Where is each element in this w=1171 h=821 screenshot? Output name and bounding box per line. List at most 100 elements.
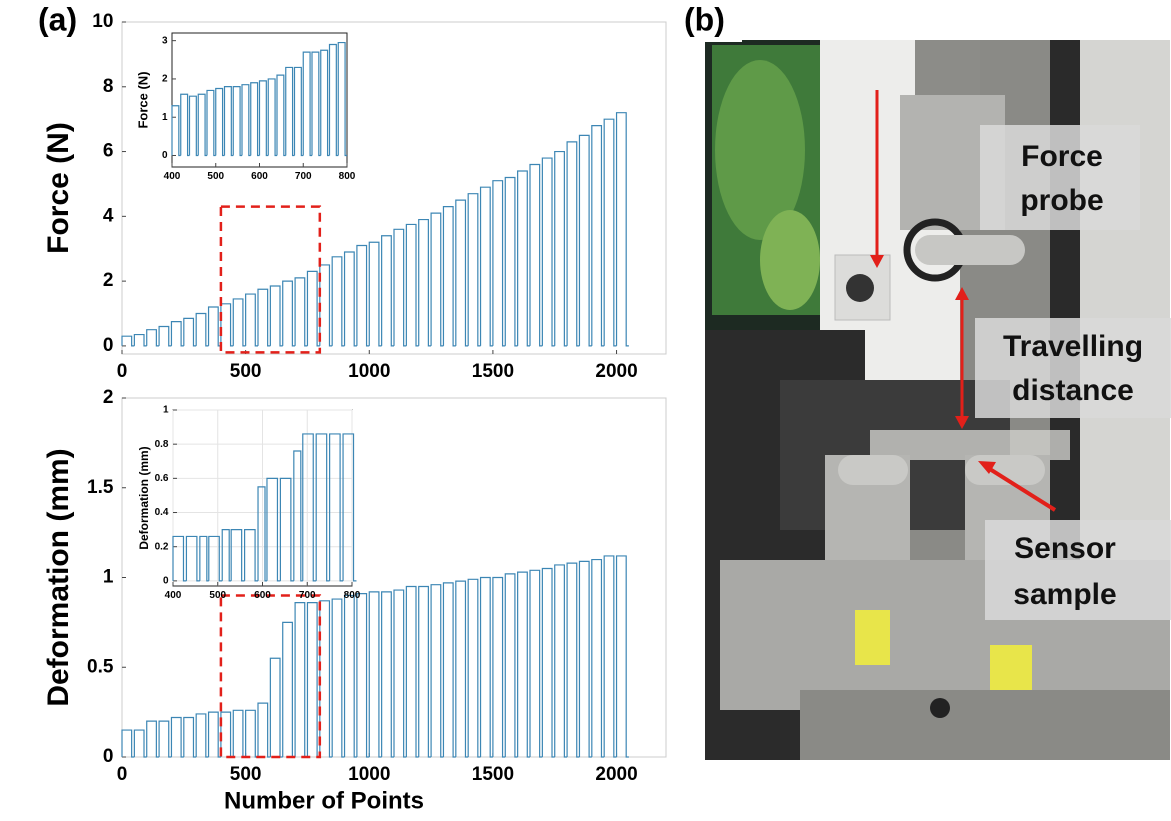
y-tick-label: 1 xyxy=(103,567,114,588)
pulse xyxy=(172,535,187,582)
y-tick-label: 1 xyxy=(162,112,168,123)
pulse xyxy=(215,87,225,157)
zoom-box xyxy=(219,594,322,759)
pulse xyxy=(517,571,530,758)
x-tick-label: 700 xyxy=(299,590,316,601)
zoom-box xyxy=(219,205,322,354)
pulse xyxy=(294,277,308,347)
pulse xyxy=(133,729,147,758)
pulse xyxy=(615,112,629,347)
y-tick-label: 4 xyxy=(103,205,114,226)
pulse xyxy=(258,80,269,157)
pulse xyxy=(393,228,407,347)
callout-text: sample xyxy=(1013,578,1116,611)
callout-text: distance xyxy=(1012,374,1134,407)
pulse xyxy=(492,180,506,347)
pulse xyxy=(430,212,444,347)
pulse xyxy=(267,78,277,157)
pulse xyxy=(504,573,518,758)
pulse xyxy=(492,576,506,758)
pulse xyxy=(232,85,242,157)
pulse xyxy=(455,580,469,758)
pulse xyxy=(285,66,295,157)
pulse xyxy=(146,720,160,758)
pulse xyxy=(368,241,382,347)
pulse xyxy=(328,43,339,157)
x-tick-label: 1000 xyxy=(348,361,390,382)
pulse xyxy=(207,711,221,758)
pulse xyxy=(158,720,172,758)
x-tick-label: 400 xyxy=(164,171,181,182)
pulse xyxy=(356,244,370,347)
pulse xyxy=(188,95,199,157)
pulse xyxy=(405,585,419,758)
pulse xyxy=(302,433,317,582)
pulse xyxy=(311,51,321,157)
pulse xyxy=(541,567,555,758)
x-tick-label: 800 xyxy=(339,171,356,182)
pulse xyxy=(315,433,330,582)
pulse xyxy=(615,555,629,758)
x-tick-label: 1500 xyxy=(472,764,514,785)
pulse xyxy=(541,157,555,347)
pulse xyxy=(170,716,184,758)
callout-text: Force xyxy=(1021,140,1103,173)
pulse xyxy=(320,49,330,157)
y-tick-label: 8 xyxy=(103,76,114,97)
callout-text: Sensor xyxy=(1014,532,1116,565)
pulse xyxy=(180,93,190,157)
pulse xyxy=(170,321,184,347)
pulse xyxy=(554,150,568,347)
pulse xyxy=(276,74,286,157)
pulse xyxy=(356,593,370,758)
y-tick-label: 1.5 xyxy=(87,477,114,498)
pulse xyxy=(603,555,617,758)
pulse xyxy=(146,329,160,347)
pulse xyxy=(591,125,605,347)
pulse xyxy=(554,564,568,758)
pulse xyxy=(504,176,518,347)
pulse xyxy=(221,529,232,582)
panel-label-bg xyxy=(682,2,742,42)
pulse xyxy=(121,335,135,347)
y-tick-label: 0.8 xyxy=(155,439,169,450)
pulse xyxy=(158,325,172,347)
pulse xyxy=(342,433,357,582)
x-tick-label: 1000 xyxy=(348,764,390,785)
y-tick-label: 10 xyxy=(92,11,113,32)
pulse xyxy=(337,41,347,157)
pulse xyxy=(206,89,216,157)
y-tick-label: 0 xyxy=(163,576,169,587)
pulse xyxy=(529,569,543,758)
pulse xyxy=(343,594,357,758)
pulse xyxy=(418,585,432,758)
y-tick-label: 0 xyxy=(103,746,114,767)
y-axis-label: Deformation (mm) xyxy=(42,448,75,706)
y-tick-label: 0 xyxy=(162,150,168,161)
pulse xyxy=(197,93,207,157)
panel-label: (b) xyxy=(684,1,725,37)
y-tick-label: 0.2 xyxy=(155,541,169,552)
pulse xyxy=(467,578,481,758)
x-axis-label: Number of Points xyxy=(224,787,424,814)
pulse xyxy=(245,293,258,347)
pulse xyxy=(257,486,267,582)
pulse xyxy=(430,584,444,758)
pulse xyxy=(185,535,200,582)
pulse xyxy=(232,298,246,347)
pulse xyxy=(591,558,605,758)
y-tick-label: 3 xyxy=(162,35,168,46)
pulse xyxy=(578,560,592,758)
panel-label: (a) xyxy=(38,1,77,37)
y-axis-label: Deformation (mm) xyxy=(137,446,151,549)
pulse xyxy=(244,529,259,582)
pulse xyxy=(121,729,135,758)
x-tick-label: 500 xyxy=(230,361,262,382)
x-tick-label: 600 xyxy=(251,171,268,182)
y-tick-label: 6 xyxy=(103,141,114,162)
y-tick-label: 0.5 xyxy=(87,656,114,677)
pulse xyxy=(418,218,432,347)
pulse xyxy=(266,477,281,582)
